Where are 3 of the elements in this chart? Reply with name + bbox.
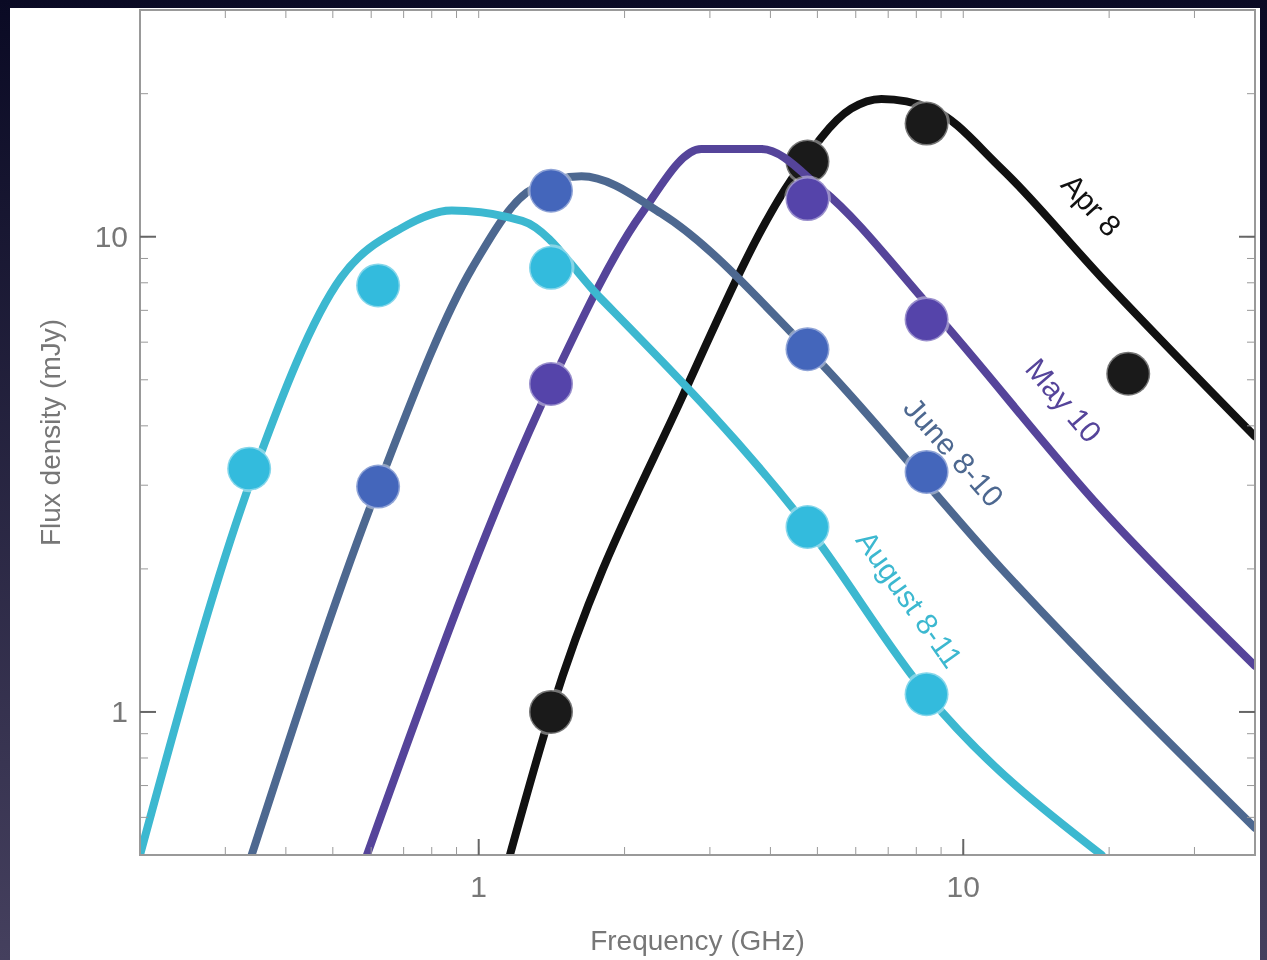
x-axis-title: Frequency (GHz) <box>590 925 805 956</box>
y-axis-title: Flux density (mJy) <box>35 318 66 547</box>
text: Apr 8 <box>1054 167 1128 243</box>
